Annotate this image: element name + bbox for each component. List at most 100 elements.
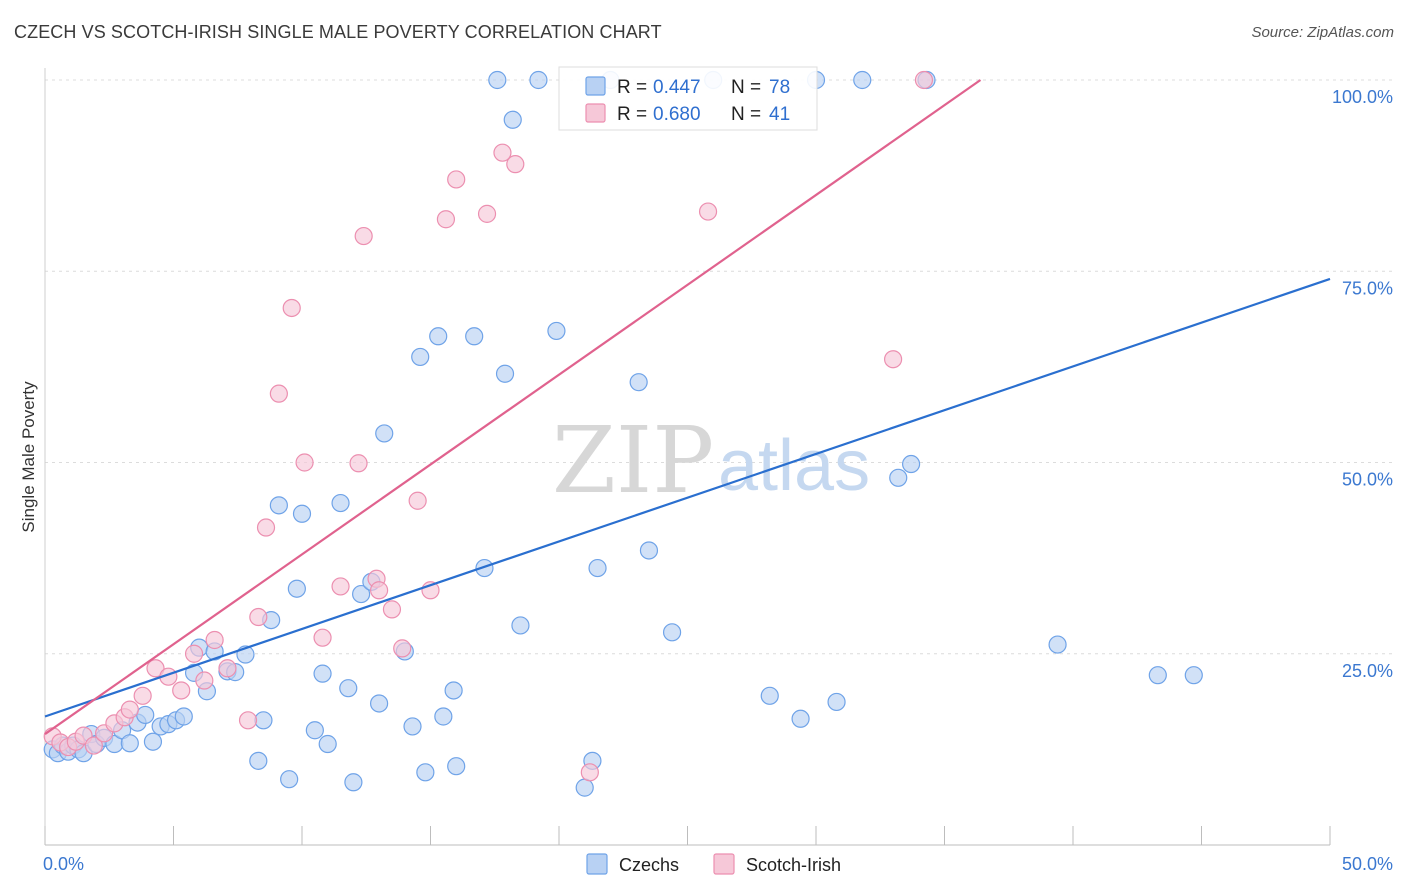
legend-swatch	[585, 103, 606, 123]
bottom-legend-swatch	[713, 853, 735, 875]
scotch-irish-point	[146, 659, 165, 678]
legend-r-value: 0.447	[653, 77, 701, 98]
czechs-point	[1184, 666, 1203, 685]
czechs-point	[280, 770, 299, 789]
czechs-point	[760, 686, 779, 705]
scotch-irish-point	[133, 686, 152, 705]
scotch-irish-point	[883, 350, 903, 369]
x-tick-label: 0.0%	[43, 854, 84, 874]
scotch-irish-point	[313, 628, 332, 647]
czechs-point	[375, 424, 394, 443]
scotch-irish-point	[506, 155, 525, 174]
y-axis-label: Single Male Poverty	[19, 381, 38, 533]
czechs-point	[475, 558, 494, 578]
bottom-legend: Czechs Scotch-Irish	[586, 853, 841, 875]
czechs-point	[853, 70, 872, 90]
source-label: Source: ZipAtlas.com	[1251, 24, 1394, 41]
czechs-point	[352, 584, 371, 604]
bottom-legend-swatch	[586, 853, 608, 875]
czechs-trend-line	[44, 277, 1331, 718]
y-tick-label: 50.0%	[1342, 470, 1393, 490]
bottom-legend-label: Czechs	[619, 855, 679, 875]
scotch-irish-point	[580, 763, 599, 782]
watermark: ZIP atlas	[552, 407, 870, 514]
czechs-point	[339, 679, 358, 698]
scotch-irish-point	[393, 639, 412, 658]
legend-n-value: 41	[769, 104, 790, 125]
czechs-point	[344, 773, 363, 792]
trend-lines	[44, 79, 1331, 735]
x-tick-label: 50.0%	[1342, 854, 1393, 874]
scotch-irish-point	[205, 630, 224, 650]
czechs-point	[403, 717, 422, 736]
czechs-point	[1148, 666, 1167, 685]
czechs-point	[313, 664, 332, 683]
scotch-irish-point	[282, 298, 301, 318]
czechs-point	[588, 558, 607, 578]
watermark-atlas: atlas	[718, 426, 870, 506]
czechs-point	[318, 734, 337, 754]
czechs-point	[249, 751, 268, 770]
czechs-point	[662, 623, 682, 642]
czechs-point	[639, 541, 659, 560]
legend-n-label: N =	[731, 77, 761, 98]
czechs-point	[269, 496, 288, 515]
scotch-irish-point	[914, 70, 934, 90]
czechs-point	[444, 681, 463, 700]
scotch-irish-point	[172, 681, 191, 700]
scotch-irish-point	[249, 607, 268, 627]
czechs-point	[331, 493, 350, 513]
scotch-irish-point	[256, 518, 276, 537]
scotch-irish-point	[408, 491, 427, 510]
czechs-point	[827, 692, 846, 712]
czechs-point	[547, 321, 566, 341]
czechs-point	[434, 707, 453, 726]
legend-n-value: 78	[769, 77, 790, 98]
czechs-point	[429, 327, 448, 346]
czechs-point	[447, 757, 466, 776]
scotch-irish-point	[184, 644, 204, 663]
scotch-irish-point	[84, 736, 103, 755]
czechs-point	[136, 705, 155, 725]
scotch-irish-point	[493, 143, 512, 162]
czechs-point	[292, 504, 312, 523]
czechs-point	[120, 734, 139, 753]
czechs-point	[411, 347, 430, 367]
scotch-irish-point	[447, 170, 466, 189]
gridlines	[45, 79, 1395, 655]
czechs-point	[488, 70, 507, 90]
scotch-irish-point	[477, 204, 497, 223]
czechs-point	[503, 110, 522, 129]
series-scotch-irish	[43, 70, 934, 782]
chart-title: CZECH VS SCOTCH-IRISH SINGLE MALE POVERT…	[14, 22, 662, 42]
scotch-irish-point	[238, 711, 258, 730]
legend-r-label: R =	[617, 77, 647, 98]
scotch-irish-point	[349, 454, 368, 473]
legend-r-label: R =	[617, 104, 647, 125]
czechs-point	[1048, 635, 1067, 654]
czechs-point	[791, 709, 810, 728]
scotch-irish-point	[436, 210, 456, 229]
czechs-point	[416, 763, 435, 782]
scotch-irish-point	[295, 453, 314, 472]
scotch-irish-point	[218, 659, 237, 678]
czechs-point	[174, 707, 193, 726]
scotch-irish-point	[331, 577, 350, 596]
scotch-irish-trend-line	[44, 79, 982, 735]
tick-labels: 25.0% 50.0% 75.0% 100.0% 0.0% 50.0% Single Mal…	[19, 87, 1393, 874]
legend-n-label: N =	[731, 104, 761, 125]
czechs-point	[465, 327, 484, 346]
legend-r-value: 0.680	[653, 104, 701, 125]
scotch-irish-point	[120, 700, 139, 719]
czechs-point	[143, 732, 163, 751]
scotch-irish-point	[354, 226, 373, 246]
czechs-point	[495, 364, 515, 383]
czechs-point	[889, 468, 908, 487]
y-tick-label: 100.0%	[1332, 87, 1393, 107]
czechs-point	[629, 373, 648, 392]
legend-box: R = 0.447 N = 78 R = 0.680 N = 41	[558, 66, 818, 131]
czechs-point	[529, 70, 548, 90]
scotch-irish-point	[698, 202, 718, 221]
scotch-irish-point	[370, 581, 389, 600]
